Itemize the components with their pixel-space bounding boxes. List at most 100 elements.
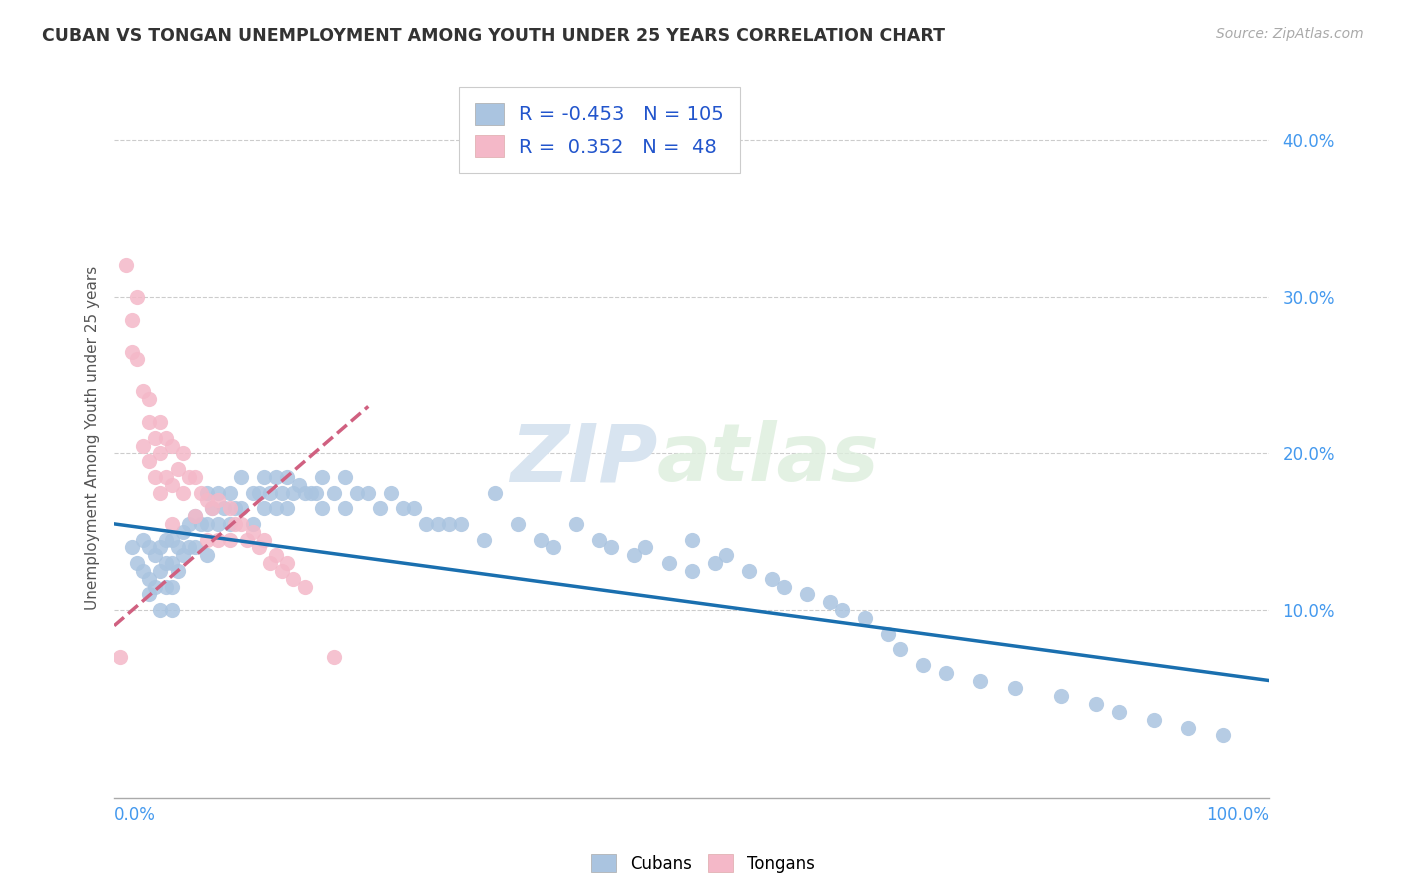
Point: [172, 524, 194, 539]
Point: [853, 611, 876, 625]
Point: [138, 392, 160, 406]
Point: [149, 564, 172, 578]
Point: [114, 259, 136, 273]
Point: [276, 556, 298, 570]
Point: [138, 454, 160, 468]
Point: [935, 665, 957, 680]
Point: [166, 541, 188, 555]
Text: CUBAN VS TONGAN UNEMPLOYMENT AMONG YOUTH UNDER 25 YEARS CORRELATION CHART: CUBAN VS TONGAN UNEMPLOYMENT AMONG YOUTH…: [42, 27, 945, 45]
Legend: Cubans, Tongans: Cubans, Tongans: [585, 847, 821, 880]
Point: [184, 509, 207, 524]
Point: [259, 556, 281, 570]
Point: [160, 439, 183, 453]
Point: [346, 485, 368, 500]
Point: [172, 446, 194, 460]
Point: [121, 541, 143, 555]
Point: [877, 626, 900, 640]
Point: [253, 533, 276, 547]
Point: [132, 384, 155, 398]
Point: [184, 509, 207, 524]
Point: [224, 501, 246, 516]
Point: [508, 516, 530, 531]
Point: [160, 533, 183, 547]
Point: [132, 439, 155, 453]
Point: [132, 533, 155, 547]
Point: [207, 533, 229, 547]
Point: [179, 470, 201, 484]
Point: [818, 595, 841, 609]
Point: [1142, 713, 1164, 727]
Point: [1050, 689, 1073, 703]
Point: [190, 485, 212, 500]
Point: [969, 673, 991, 688]
Point: [218, 516, 240, 531]
Point: [738, 564, 761, 578]
Point: [311, 470, 333, 484]
Point: [212, 501, 235, 516]
Point: [305, 485, 328, 500]
Point: [322, 650, 344, 665]
Point: [541, 541, 564, 555]
Point: [247, 541, 270, 555]
Point: [484, 485, 506, 500]
Point: [311, 501, 333, 516]
Point: [201, 501, 224, 516]
Point: [138, 415, 160, 429]
Point: [166, 564, 188, 578]
Point: [889, 642, 911, 657]
Point: [1004, 681, 1026, 696]
Point: [796, 587, 818, 601]
Point: [426, 516, 449, 531]
Point: [127, 290, 149, 304]
Point: [155, 431, 177, 445]
Point: [160, 516, 183, 531]
Point: [121, 344, 143, 359]
Point: [143, 431, 166, 445]
Point: [149, 446, 172, 460]
Point: [201, 501, 224, 516]
Point: [253, 470, 276, 484]
Point: [138, 541, 160, 555]
Point: [681, 564, 703, 578]
Point: [172, 548, 194, 562]
Point: [530, 533, 553, 547]
Point: [160, 603, 183, 617]
Point: [155, 533, 177, 547]
Point: [716, 548, 738, 562]
Point: [195, 493, 218, 508]
Point: [1108, 705, 1130, 719]
Point: [143, 548, 166, 562]
Point: [294, 485, 316, 500]
Point: [218, 485, 240, 500]
Point: [299, 485, 322, 500]
Point: [264, 501, 287, 516]
Point: [218, 533, 240, 547]
Point: [623, 548, 645, 562]
Point: [160, 477, 183, 491]
Point: [276, 470, 298, 484]
Point: [270, 485, 292, 500]
Point: [599, 541, 621, 555]
Point: [155, 470, 177, 484]
Point: [155, 556, 177, 570]
Point: [242, 485, 264, 500]
Point: [218, 501, 240, 516]
Point: [288, 477, 311, 491]
Point: [242, 516, 264, 531]
Point: [127, 352, 149, 367]
Point: [195, 533, 218, 547]
Point: [149, 415, 172, 429]
Text: atlas: atlas: [657, 420, 880, 499]
Text: 100.0%: 100.0%: [1206, 805, 1270, 824]
Point: [184, 541, 207, 555]
Point: [703, 556, 725, 570]
Point: [472, 533, 495, 547]
Point: [195, 516, 218, 531]
Point: [166, 462, 188, 476]
Point: [264, 470, 287, 484]
Point: [155, 580, 177, 594]
Point: [380, 485, 402, 500]
Point: [283, 572, 305, 586]
Y-axis label: Unemployment Among Youth under 25 years: Unemployment Among Youth under 25 years: [86, 266, 100, 610]
Point: [143, 580, 166, 594]
